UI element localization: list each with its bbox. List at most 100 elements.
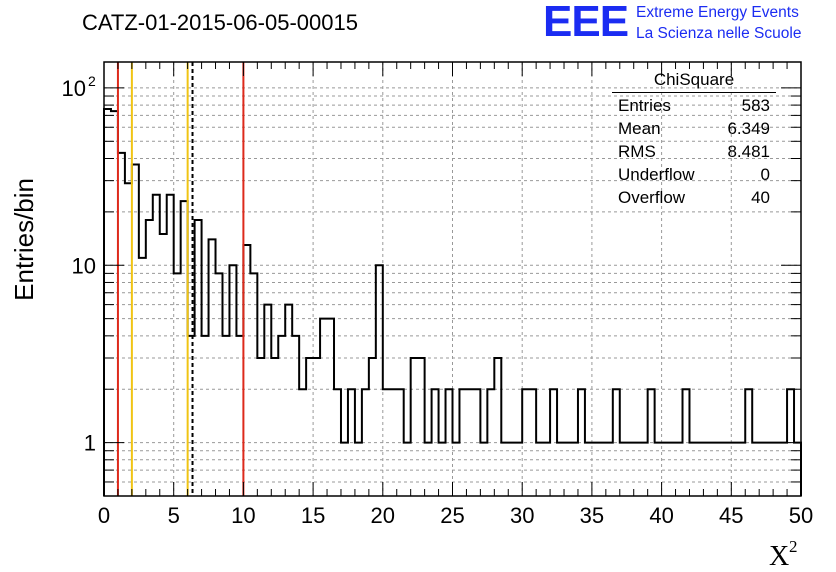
histogram-bin	[480, 443, 487, 496]
histogram-bin	[222, 336, 229, 496]
histogram-bin	[390, 389, 397, 496]
histogram-bin	[250, 273, 257, 496]
stats-label: Entries	[618, 96, 671, 115]
stats-label: Mean	[618, 119, 661, 138]
histogram-bin	[669, 443, 676, 496]
histogram-bin	[341, 443, 348, 496]
histogram-bin	[703, 443, 710, 496]
x-tick-label: 20	[371, 503, 395, 528]
stats-value: 6.349	[727, 119, 770, 138]
histogram-bin	[487, 389, 494, 496]
x-tick-label: 40	[649, 503, 673, 528]
histogram-bin	[236, 336, 243, 496]
stats-box: ChiSquare Entries 583 Mean 6.349 RMS 8.481 …	[612, 70, 780, 209]
histogram-bin	[696, 443, 703, 496]
histogram-bin	[229, 265, 236, 496]
histogram-bin	[508, 443, 515, 496]
x-tick-label: 35	[580, 503, 604, 528]
histogram-bin	[515, 443, 522, 496]
histogram-bin	[466, 389, 473, 496]
stats-label: Overflow	[618, 188, 686, 207]
histogram-bin	[167, 195, 174, 496]
histogram-bin	[369, 358, 376, 496]
histogram-bin	[411, 358, 418, 496]
histogram-bin	[432, 389, 439, 496]
x-tick-label: 5	[168, 503, 180, 528]
x-tick-label: 45	[719, 503, 743, 528]
histogram-bin	[271, 358, 278, 496]
histogram-bin	[160, 234, 167, 496]
histogram-bin	[125, 183, 132, 496]
histogram-bin	[759, 443, 766, 496]
logo-tagline-1: Extreme Energy Events	[636, 4, 799, 21]
histogram-bin	[327, 319, 334, 496]
histogram-bin	[641, 443, 648, 496]
histogram-bin	[459, 389, 466, 496]
histogram-bin	[613, 389, 620, 496]
histogram-bin	[578, 389, 585, 496]
histogram-bin	[599, 443, 606, 496]
histogram-bin	[313, 358, 320, 496]
histogram-bin	[543, 443, 550, 496]
stats-label: Underflow	[618, 165, 695, 184]
histogram-bin	[752, 443, 759, 496]
histogram-bin	[188, 336, 195, 496]
chart-title: CATZ-01-2015-06-05-00015	[82, 10, 358, 35]
histogram-bin	[473, 389, 480, 496]
histogram-bin	[522, 389, 529, 496]
histogram-bin	[494, 358, 501, 496]
histogram-bin	[285, 305, 292, 496]
x-tick-label: 50	[789, 503, 813, 528]
histogram-bin	[132, 164, 139, 496]
histogram-bin	[216, 273, 223, 496]
histogram-bin	[418, 358, 425, 496]
histogram-bin	[536, 443, 543, 496]
histogram-bin	[620, 443, 627, 496]
histogram-bin	[174, 273, 181, 496]
histogram-outline	[103, 108, 802, 496]
histogram-bin	[592, 443, 599, 496]
stats-row-overflow: Overflow 40	[612, 186, 780, 209]
histogram-bin	[453, 443, 460, 496]
stats-title: ChiSquare	[612, 70, 776, 93]
histogram-bin	[717, 443, 724, 496]
x-tick-label: 0	[98, 503, 110, 528]
histogram-bin	[278, 336, 285, 496]
stats-row-rms: RMS 8.481	[612, 140, 780, 163]
histogram-bin	[139, 258, 146, 496]
stats-row-underflow: Underflow 0	[612, 163, 780, 186]
stats-row-mean: Mean 6.349	[612, 117, 780, 140]
stats-label: RMS	[618, 142, 656, 161]
histogram-bin	[334, 389, 341, 496]
histogram-bin	[111, 111, 118, 496]
x-tick-label: 10	[231, 503, 255, 528]
histogram-bin	[634, 443, 641, 496]
histogram-bin	[383, 389, 390, 496]
histogram-bin	[557, 443, 564, 496]
histogram-bin	[362, 389, 369, 496]
histogram-bin	[738, 443, 745, 496]
histogram-bin	[320, 319, 327, 496]
histogram-bin	[773, 443, 780, 496]
histogram-bin	[627, 443, 634, 496]
histogram-bin	[376, 265, 383, 496]
histogram-bin	[202, 336, 209, 496]
histogram-bin	[292, 336, 299, 496]
logo-tagline-2: La Scienza nelle Scuole	[636, 25, 802, 42]
histogram-bin	[648, 389, 655, 496]
histogram-bin	[348, 389, 355, 496]
x-tick-label: 15	[301, 503, 325, 528]
stats-value: 8.481	[727, 142, 770, 161]
histogram-bin	[355, 443, 362, 496]
x-tick-label: 30	[510, 503, 534, 528]
histogram-bin	[780, 443, 787, 496]
x-axis-label: X	[769, 541, 789, 572]
histogram-bin	[209, 239, 216, 496]
histogram-bin	[181, 201, 188, 496]
histogram-bin	[501, 443, 508, 496]
histogram-bin	[585, 443, 592, 496]
histogram-bin	[676, 443, 683, 496]
histogram-bin	[257, 358, 264, 496]
y-tick-label: 10	[72, 253, 96, 278]
histogram-bin	[243, 245, 250, 496]
